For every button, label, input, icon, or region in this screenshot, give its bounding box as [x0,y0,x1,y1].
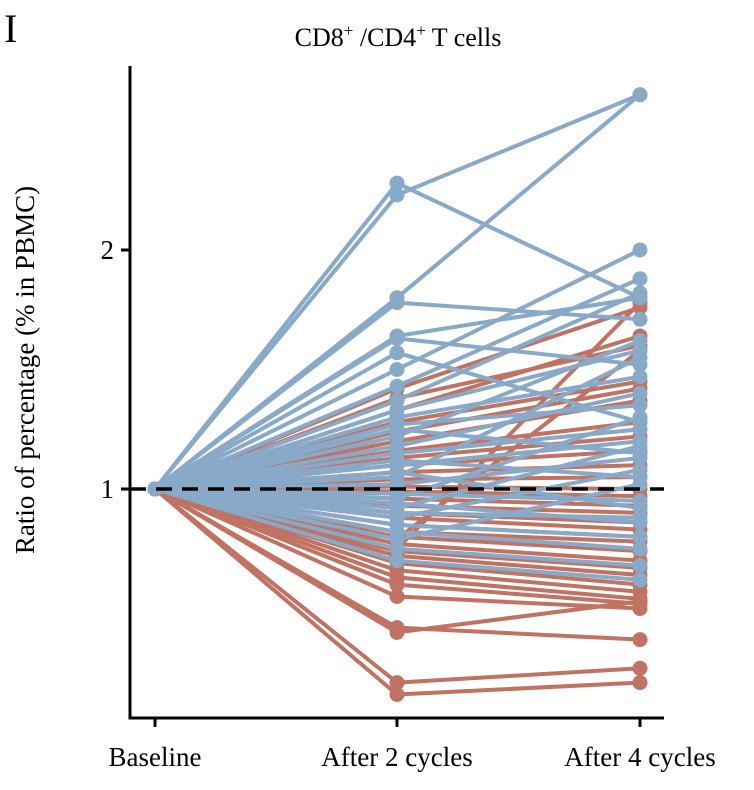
chart-title: CD8+ /CD4+ T cells [295,21,502,52]
series-layer [147,87,648,702]
increase-series-point-1-1 [389,187,405,203]
decrease-series-point-30-1 [389,675,405,691]
title-sup-1: + [344,21,354,40]
x-tick-label-2: After 4 cycles [564,742,715,772]
decrease-series-point-29-2 [632,593,648,609]
increase-series-point-3-2 [632,311,648,327]
decrease-series-point-28-2 [632,632,648,648]
x-tick-label-0: Baseline [109,742,202,772]
y-tick-label-1: 2 [101,235,115,265]
y-tick-label-0: 1 [101,474,115,504]
increase-series-point-3-1 [389,295,405,311]
increase-series-point-2-2 [632,87,648,103]
increase-series-point-9-2 [632,285,648,301]
axes-layer: 1 2 Baseline After 2 cycles After 4 cycles [101,66,716,772]
increase-series-point-5-1 [389,330,405,346]
increase-series-point-32-0 [147,481,163,497]
increase-series-point-20-2 [632,350,648,365]
decrease-series-point-26-1 [389,577,405,593]
increase-series-point-12-2 [632,397,648,413]
title-part-cd8: CD8 [295,23,344,52]
increase-series-point-28-2 [632,529,648,545]
increase-series-point-8-2 [632,271,648,287]
increase-series-point-26-2 [632,510,648,526]
increase-series-point-8-1 [389,378,405,394]
increase-series-point-22-2 [632,493,648,509]
decrease-series-point-29-1 [389,624,405,640]
panel-label: I [4,6,17,51]
decrease-series-point-31-2 [632,675,648,691]
increase-series-point-14-2 [632,333,648,349]
title-sup-2: + [416,21,426,40]
increase-series-point-11-2 [632,369,648,385]
increase-series-point-7-1 [389,362,405,377]
title-part-cd4: /CD4 [353,23,416,52]
decrease-series-point-27-1 [389,589,405,604]
increase-series-point-6-1 [389,345,405,361]
y-axis-label: Ratio of percentage (% in PBMC) [10,186,40,554]
increase-series-point-27-2 [632,462,648,478]
increase-series-point-29-2 [632,541,648,557]
increase-series-point-16-2 [632,421,648,437]
increase-series-point-32-2 [632,572,648,588]
increase-series-point-25-2 [632,438,648,454]
title-part-end: T cells [426,23,502,52]
increase-series-point-15-2 [632,385,648,401]
increase-series-point-21-2 [632,450,648,466]
increase-series-point-31-2 [632,558,648,573]
decrease-series-point-30-2 [632,660,648,676]
increase-series-point-32-1 [389,553,405,569]
increase-series-point-31-1 [389,541,405,557]
x-tick-label-1: After 2 cycles [321,742,472,772]
increase-series-point-0-1 [389,175,405,191]
decrease-series-point-31-1 [389,687,405,702]
increase-series-point-23-2 [632,409,648,425]
increase-series-point-7-2 [632,242,648,258]
